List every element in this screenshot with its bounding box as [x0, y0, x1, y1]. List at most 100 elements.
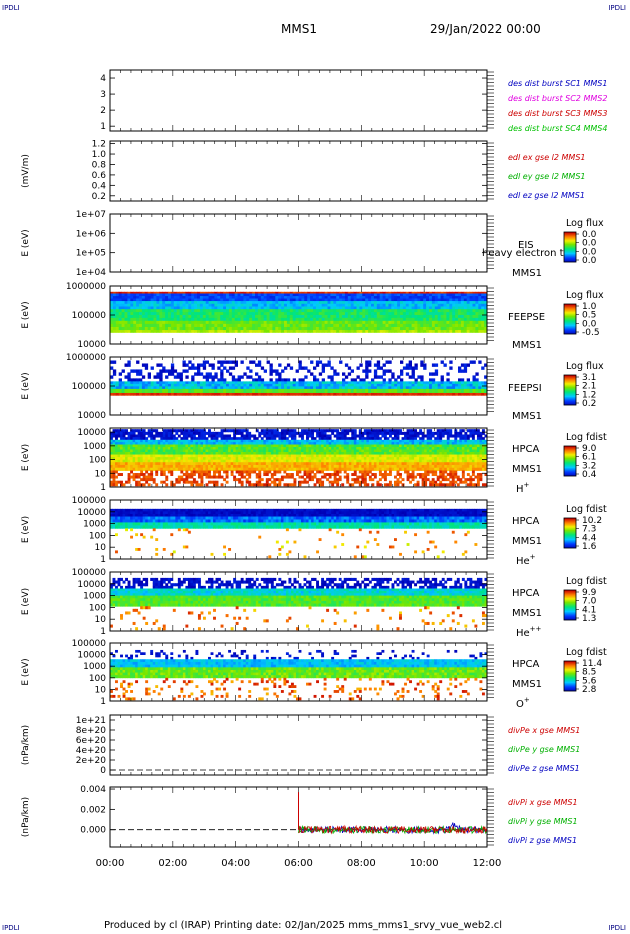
panel-9-instrument-label: HPCA: [512, 659, 540, 670]
legend-divpe-y: divPe y gse MMS1: [508, 745, 580, 754]
panel-4-colorbar: [563, 303, 579, 335]
y-tick-label: 100000: [72, 496, 107, 506]
colorbar-tick-label: 0.5: [582, 311, 596, 321]
panel-10-minor-ticks: [120, 715, 477, 775]
y-tick-label: 100: [89, 456, 106, 466]
panel-9-spectrogram: [110, 649, 488, 701]
page-title: MMS1: [281, 22, 317, 36]
y-tick-label: 2: [100, 106, 106, 116]
y-tick-label: 1: [100, 627, 106, 637]
right-tick-fringe: [487, 215, 494, 269]
panel-9-species-label: O+: [516, 696, 530, 710]
right-tick-fringe: [487, 788, 494, 846]
y-tick-label: 1: [100, 122, 106, 132]
right-tick-fringe: [487, 71, 494, 129]
panel-2-minor-ticks: [120, 141, 477, 201]
right-tick-fringe: [487, 358, 494, 412]
legend-edi-y: edl ey gse l2 MMS1: [508, 172, 586, 181]
panel-8-spectrogram: [110, 577, 488, 631]
y-tick-label: 1e+05: [76, 249, 106, 259]
y-tick-label: 2e+20: [76, 756, 107, 766]
panel-4-minor-ticks: [120, 286, 477, 344]
legend-burst-sc1: des dist burst SC1 MMS1: [508, 79, 607, 88]
panel-6-species-label: H+: [516, 481, 530, 495]
y-tick-label: 10000: [77, 651, 106, 661]
right-tick-fringe: [487, 716, 494, 774]
colorbar-tick-label: 1.0: [582, 302, 597, 312]
panel-3-frame: [109, 213, 488, 273]
panel-8-species-label: He++: [516, 625, 542, 639]
corner-tag-bottom-right: IPDLI: [608, 924, 626, 932]
colorbar-tick-label: 0.0: [582, 247, 597, 257]
panel-9-colorbar-title: Log fdist: [566, 647, 607, 658]
y-tick-label: 1: [100, 483, 106, 493]
panel-7-colorbar-title: Log fdist: [566, 504, 607, 515]
y-tick-label: 0.004: [80, 785, 106, 795]
y-tick-label: 10000: [77, 428, 106, 438]
x-tick-label: 02:00: [158, 858, 187, 869]
panel-5-spacecraft-label: MMS1: [512, 411, 542, 422]
colorbar-tick-label: 7.0: [582, 597, 597, 607]
panel-4-spectrogram: [110, 291, 488, 333]
colorbar-tick-label: -0.5: [582, 328, 600, 338]
panel-6-minor-ticks: [120, 428, 477, 487]
panel-3-ylabel: E (eV): [21, 229, 31, 256]
colorbar-tick-label: 5.6: [582, 676, 597, 686]
y-tick-label: 1.2: [92, 140, 106, 150]
y-tick-label: 10000: [77, 508, 106, 518]
legend-burst-sc4: des dist burst SC4 MMS4: [508, 124, 607, 133]
panel-6-spectrogram: [110, 429, 488, 487]
panel-9-spacecraft-label: MMS1: [512, 679, 542, 690]
y-tick-label: 1000000: [66, 353, 106, 363]
legend-edi-x: edl ex gse l2 MMS1: [508, 153, 586, 162]
colorbar-tick-label: 0.0: [582, 239, 597, 249]
x-tick-label: 12:00: [473, 858, 502, 869]
corner-tag-bottom-left: IPDLI: [2, 924, 20, 932]
colorbar-tick-label: 2.8: [582, 685, 597, 695]
panel-9-minor-ticks: [120, 643, 477, 701]
y-tick-label: 0.002: [80, 805, 106, 815]
legend-divpe-z: divPe z gse MMS1: [508, 764, 580, 773]
panel-5-colorbar-title: Log flux: [566, 361, 604, 372]
colorbar-tick-label: 1.6: [582, 542, 597, 552]
panel-5-ylabel: E (eV): [21, 372, 31, 399]
right-tick-fringe: [487, 644, 494, 698]
y-tick-label: 0.000: [80, 826, 106, 836]
panel-6-ylabel: E (eV): [21, 444, 31, 471]
colorbar-tick-label: 1.3: [582, 614, 596, 624]
y-tick-label: 0.6: [92, 171, 107, 181]
panel-5-minor-ticks: [120, 357, 477, 415]
y-tick-label: 0.4: [92, 181, 107, 191]
y-tick-label: 0: [100, 766, 106, 776]
panel-8-colorbar: [563, 589, 579, 621]
y-tick-label: 10000: [77, 580, 106, 590]
panel-7-spectrogram: [110, 508, 488, 559]
panel-7-instrument-label: HPCA: [512, 516, 540, 527]
y-tick-label: 1000: [83, 662, 106, 672]
panel-8-colorbar-title: Log fdist: [566, 576, 607, 587]
colorbar-tick-label: 7.3: [582, 525, 596, 535]
panel-2-ylabel: (mV/m): [21, 154, 31, 188]
corner-tag-top-right: IPDLI: [608, 4, 626, 12]
y-tick-label: 10: [95, 615, 107, 625]
x-tick-label: 08:00: [347, 858, 376, 869]
panel-10-ylabel: (nPa/km): [21, 725, 31, 765]
panel-5-instrument-label: FEEPSI: [508, 383, 542, 394]
x-tick-label: 06:00: [284, 858, 313, 869]
right-tick-fringe: [487, 573, 494, 631]
panel-7-species-label: He+: [516, 553, 536, 567]
panel-9-colorbar: [563, 660, 579, 692]
legend-divpe-x: divPe x gse MMS1: [508, 726, 580, 735]
colorbar-tick-label: 0.0: [582, 230, 597, 240]
y-tick-label: 1000000: [66, 282, 106, 292]
legend-divpi-y: divPi y gse MMS1: [508, 817, 578, 826]
panel-3-spacecraft-label: MMS1: [512, 268, 542, 279]
panel-1-minor-ticks: [120, 70, 477, 131]
right-tick-fringe: [487, 142, 494, 200]
y-tick-label: 1e+04: [76, 268, 107, 278]
y-tick-label: 10000: [77, 411, 106, 421]
legend-edi-z: edl ez gse l2 MMS1: [508, 191, 585, 200]
colorbar-tick-label: 3.1: [582, 373, 596, 383]
panel-8-minor-ticks: [120, 572, 477, 631]
panel-7-spacecraft-label: MMS1: [512, 536, 542, 547]
